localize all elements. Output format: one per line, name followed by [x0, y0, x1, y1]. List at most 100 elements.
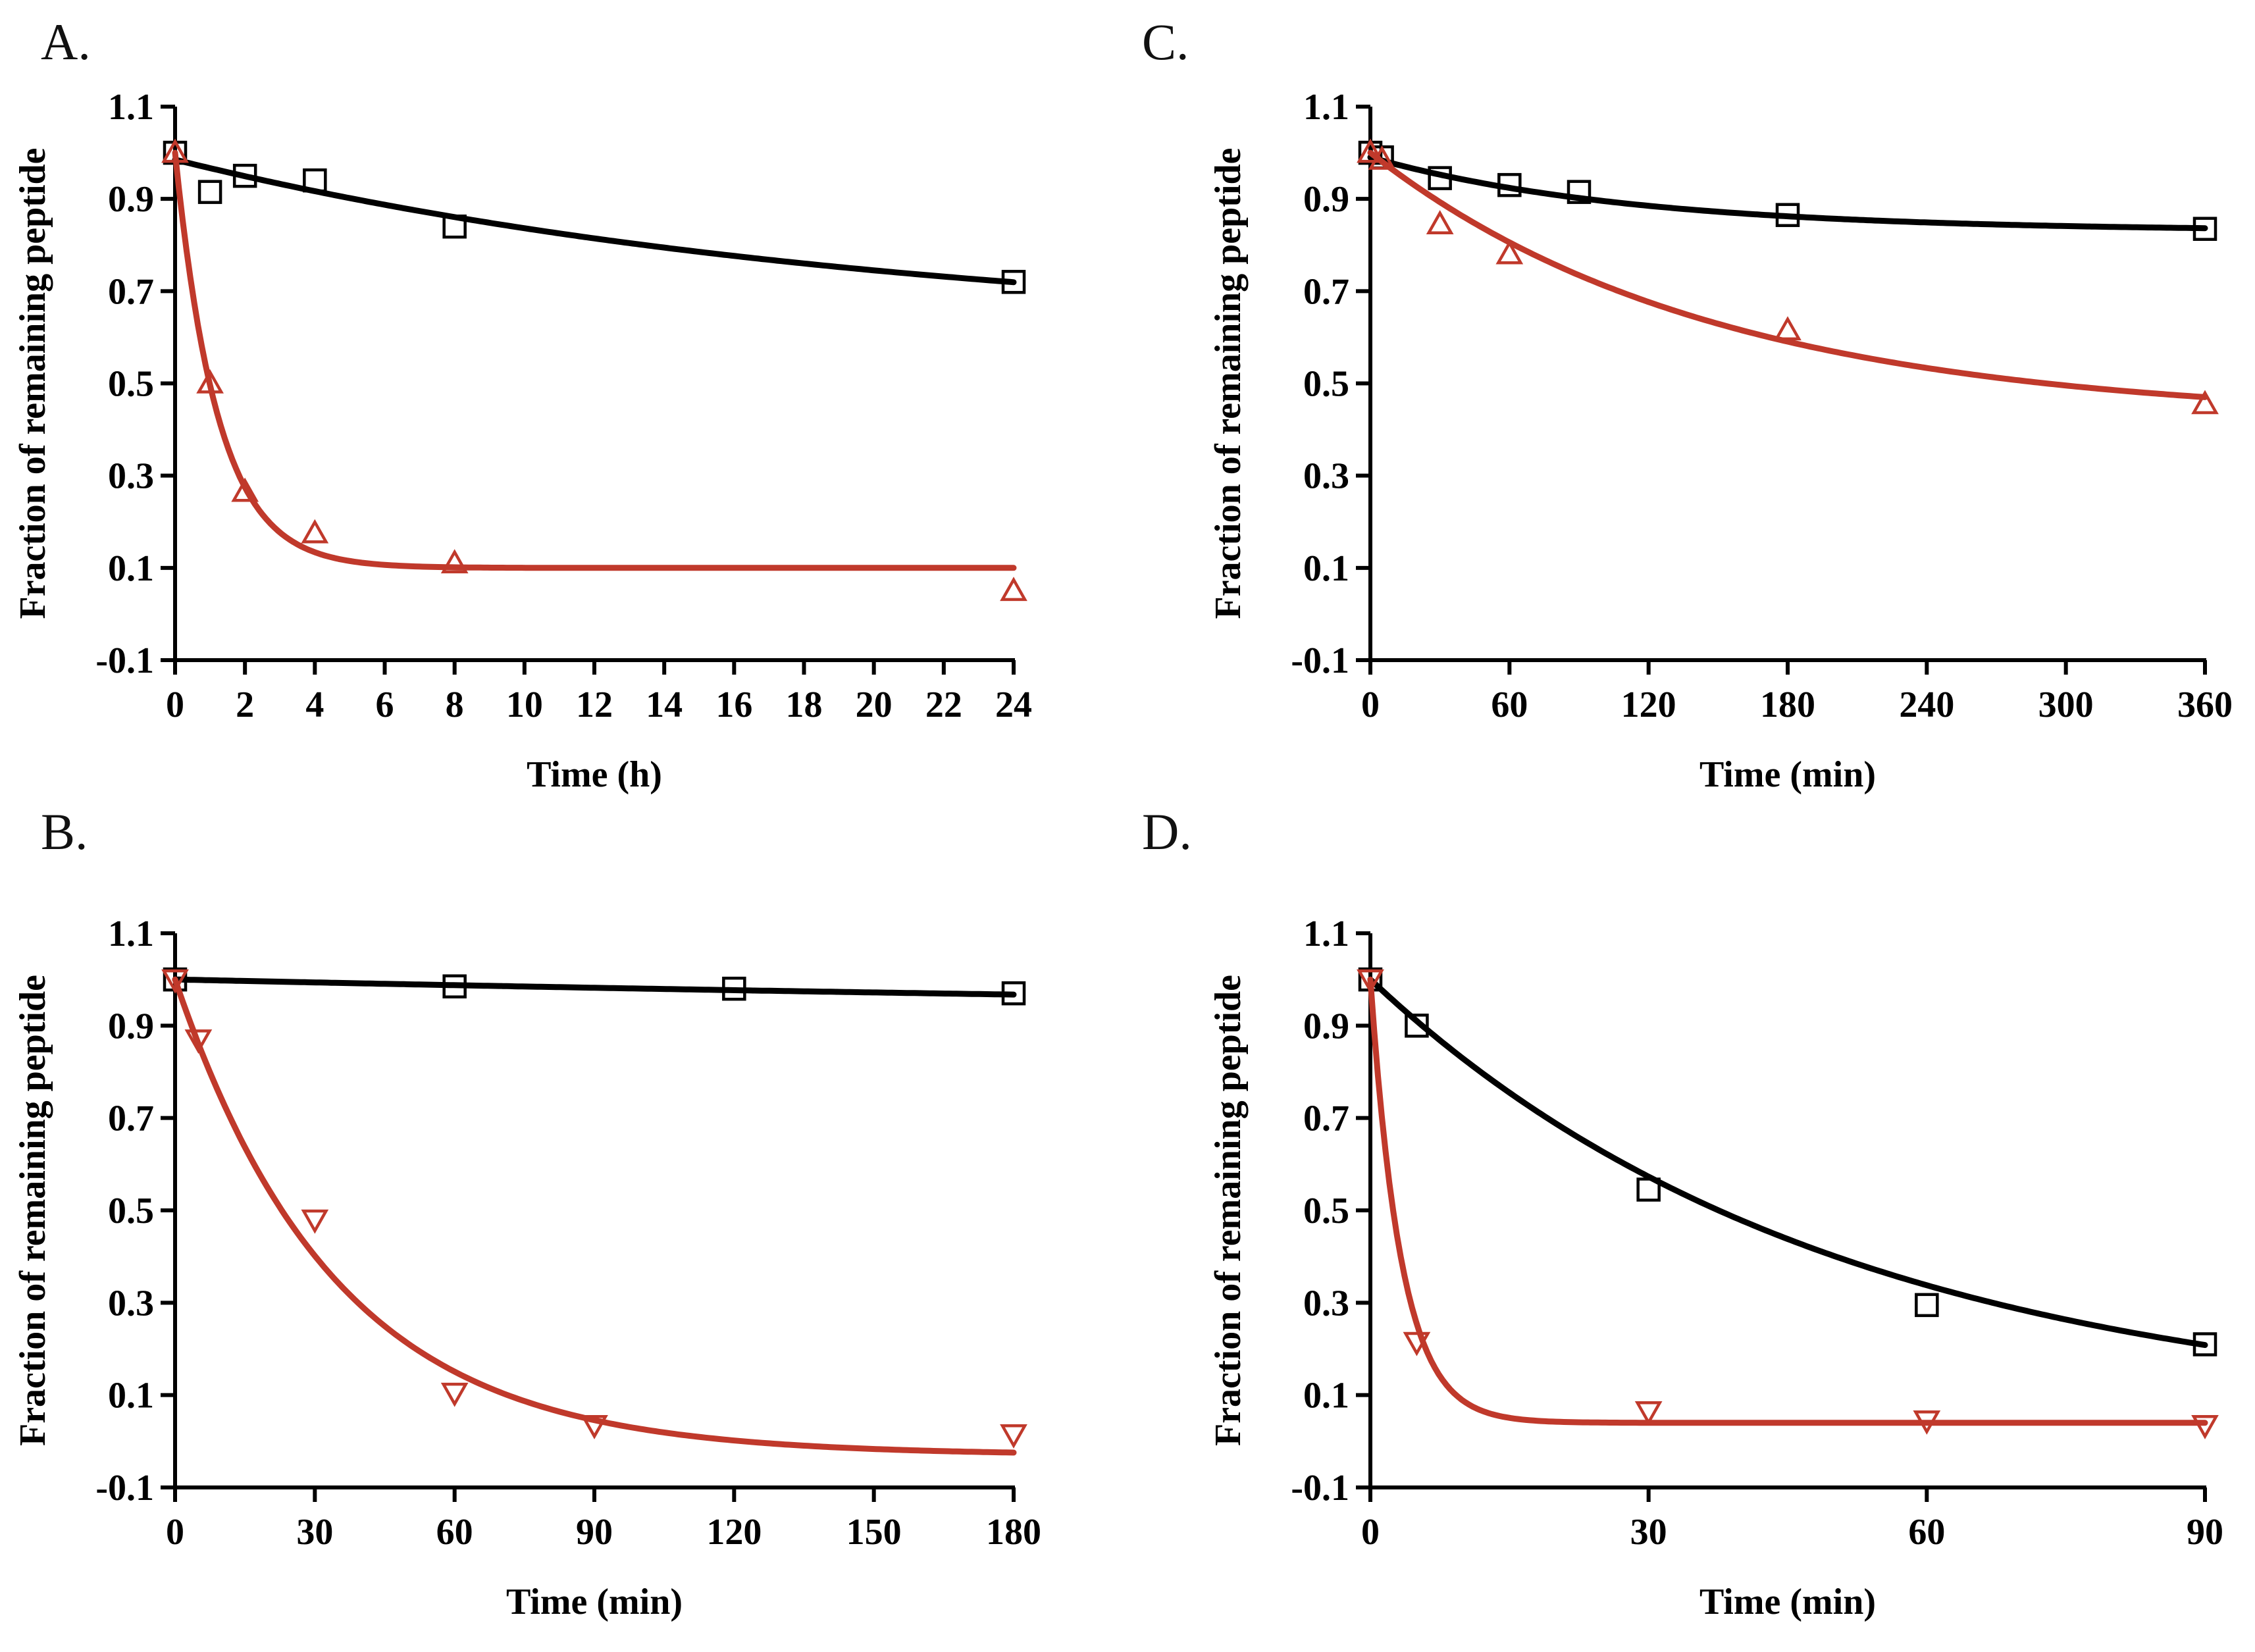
- data-point-treated: [1426, 210, 1454, 234]
- y-tick-label: 0.7: [1303, 1098, 1349, 1139]
- data-point-control: [232, 163, 257, 188]
- data-point-treated: [2191, 1415, 2219, 1439]
- x-tick-label: 60: [1491, 684, 1528, 725]
- x-tick-label: 30: [296, 1512, 333, 1553]
- y-tick-label: -0.1: [1291, 640, 1349, 681]
- x-tick-label: 30: [1630, 1512, 1667, 1553]
- data-point-treated: [184, 1029, 213, 1054]
- y-tick-label: 0.5: [108, 364, 154, 405]
- y-tick-label: -0.1: [1291, 1468, 1349, 1509]
- x-tick-label: 60: [1908, 1512, 1945, 1553]
- fit-curve-control: [1367, 976, 2208, 1349]
- data-point-control: [722, 976, 746, 1001]
- y-tick-label: 0.3: [108, 1283, 154, 1324]
- data-point-control: [2192, 217, 2217, 241]
- y-tick-label: 0.3: [108, 456, 154, 497]
- data-point-treated: [1368, 145, 1396, 170]
- y-tick-label: -0.1: [95, 640, 154, 681]
- y-tick-label: 1.1: [108, 87, 154, 128]
- x-tick-label: 0: [1361, 1512, 1380, 1553]
- data-point-control: [1915, 1293, 1939, 1318]
- x-tick-label: 0: [166, 684, 184, 725]
- data-point-control: [1497, 172, 1522, 197]
- data-point-treated: [301, 519, 329, 544]
- data-point-treated: [161, 138, 189, 163]
- data-point-treated: [2191, 390, 2219, 415]
- panel-label: A.: [41, 13, 91, 70]
- data-point-control: [1636, 1177, 1661, 1202]
- x-tick-label: 180: [986, 1512, 1041, 1553]
- y-tick-label: 0.9: [1303, 179, 1349, 220]
- y-tick-label: 1.1: [1303, 914, 1349, 954]
- x-tick-label: 90: [576, 1512, 613, 1553]
- y-axis-title: Fraction of remaining peptide: [1208, 975, 1249, 1446]
- y-axis-title: Fraction of remaining peptide: [13, 975, 53, 1446]
- data-point-treated: [196, 369, 224, 394]
- y-axis-title: Fraction of remaining peptide: [1208, 147, 1249, 619]
- data-point-control: [1405, 1014, 1429, 1038]
- y-tick-label: 0.1: [108, 1376, 154, 1416]
- data-point-control: [303, 168, 327, 193]
- data-point-treated: [581, 1415, 608, 1439]
- fit-curve-treated: [172, 976, 1017, 1456]
- data-point-treated: [1357, 138, 1384, 163]
- x-tick-label: 4: [305, 684, 324, 725]
- x-axis-title: Time (h): [527, 754, 662, 795]
- x-tick-label: 2: [236, 684, 254, 725]
- chart-panel-c: C. 1.1 0.9 0.7 0.5 0.3 0.1 -0.1 0 60 120 180 240 300 3…: [1142, 13, 2233, 795]
- chart-panel-b: B. 1.1 0.9 0.7 0.5 0.3 0.1 -0.1 0 30 60 90 120 150 180…: [13, 803, 1041, 1622]
- x-tick-label: 60: [436, 1512, 473, 1553]
- data-point-treated: [440, 1382, 469, 1407]
- x-tick-label: 360: [2177, 684, 2233, 725]
- y-tick-label: 0.9: [108, 179, 154, 220]
- x-axis-title: Time (min): [1699, 1582, 1876, 1622]
- x-tick-label: 22: [925, 684, 962, 725]
- y-tick-label: 0.7: [108, 271, 154, 312]
- x-tick-label: 0: [166, 1512, 184, 1553]
- x-tick-label: 6: [376, 684, 394, 725]
- x-tick-label: 24: [995, 684, 1032, 725]
- data-point-control: [442, 974, 467, 998]
- y-tick-label: 1.1: [1303, 87, 1349, 128]
- y-tick-label: -0.1: [95, 1468, 154, 1509]
- x-tick-label: 90: [2187, 1512, 2223, 1553]
- y-tick-label: 0.1: [1303, 548, 1349, 589]
- x-tick-label: 300: [2038, 684, 2094, 725]
- x-tick-label: 18: [786, 684, 823, 725]
- data-point-treated: [440, 549, 469, 574]
- y-tick-label: 0.5: [108, 1191, 154, 1231]
- x-axis-title: Time (min): [1699, 754, 1876, 795]
- y-tick-label: 0.9: [1303, 1006, 1349, 1046]
- data-point-treated: [1403, 1331, 1431, 1356]
- data-point-control: [1567, 180, 1592, 204]
- x-tick-label: 8: [446, 684, 464, 725]
- y-tick-label: 0.5: [1303, 1191, 1349, 1231]
- chart-panel-a: A.1.10.90.70.50.30.1-0.10 2 4 6 8 10 12 14 16 18 2…: [13, 13, 1032, 795]
- fit-curve-treated: [1367, 976, 2208, 1426]
- panel-label: D.: [1142, 803, 1192, 860]
- panel-label: B.: [41, 803, 88, 860]
- y-tick-label: 0.1: [108, 548, 154, 589]
- data-point-treated: [1000, 1424, 1027, 1449]
- data-point-control: [197, 180, 222, 204]
- data-point-control: [1001, 981, 1026, 1006]
- data-point-treated: [1774, 316, 1801, 341]
- data-point-treated: [1634, 1401, 1663, 1426]
- x-tick-label: 10: [506, 684, 543, 725]
- x-tick-label: 240: [1899, 684, 1954, 725]
- x-tick-label: 0: [1361, 684, 1380, 725]
- data-point-control: [2192, 1332, 2217, 1356]
- x-tick-label: 120: [706, 1512, 762, 1553]
- x-tick-label: 150: [846, 1512, 902, 1553]
- y-tick-label: 0.3: [1303, 1283, 1349, 1324]
- x-tick-label: 20: [856, 684, 893, 725]
- y-tick-label: 0.7: [1303, 271, 1349, 312]
- data-point-treated: [1357, 969, 1384, 994]
- fit-curve-treated: [172, 149, 1017, 571]
- x-tick-label: 120: [1621, 684, 1676, 725]
- y-tick-label: 1.1: [108, 914, 154, 954]
- y-axis-title: Fraction of remaining peptide: [13, 147, 53, 619]
- fit-curve-control: [1367, 154, 2208, 232]
- fit-curve-control: [172, 976, 1017, 998]
